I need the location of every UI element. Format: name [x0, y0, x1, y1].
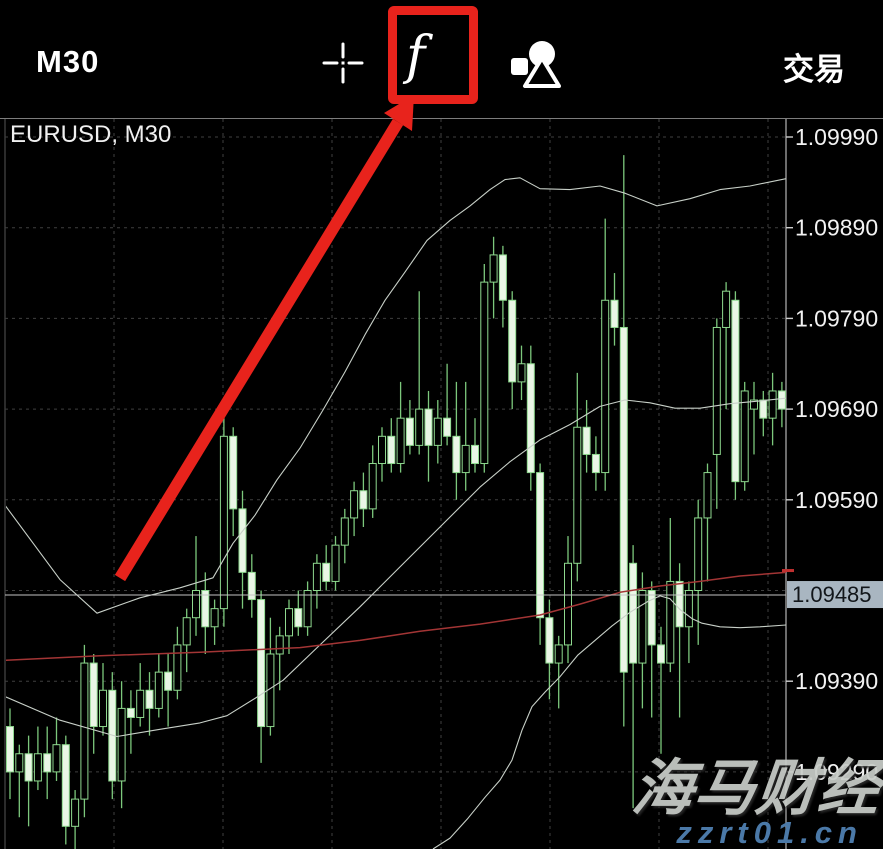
function-indicator-icon: f	[406, 26, 426, 86]
svg-text:1.09990: 1.09990	[795, 124, 878, 150]
annotation-highlight-box	[388, 6, 478, 104]
svg-text:1.09690: 1.09690	[795, 396, 878, 422]
chart-border-layer	[0, 118, 883, 849]
crosshair-button[interactable]	[320, 40, 366, 91]
svg-text:1.09890: 1.09890	[795, 215, 878, 241]
svg-text:1.09590: 1.09590	[795, 487, 878, 513]
timeframe-button[interactable]: M30	[36, 44, 100, 79]
symbol-timeframe-label: EURUSD, M30	[10, 121, 172, 148]
watermark-url: zzrt01.cn	[676, 815, 863, 849]
indicators-button[interactable]: f	[406, 30, 425, 82]
crosshair-icon	[322, 42, 364, 84]
y-axis-layer: 1.09990 1.09890 1.09790 1.09690 1.09590 1.093…	[786, 124, 878, 785]
svg-text:1.09290: 1.09290	[795, 759, 878, 785]
trade-button[interactable]: 交易	[783, 52, 845, 87]
price-line-layer: 1.09485	[5, 569, 883, 609]
svg-text:1.09390: 1.09390	[795, 668, 878, 694]
svg-text:1.09790: 1.09790	[795, 305, 878, 331]
svg-text:1.09485: 1.09485	[792, 582, 872, 607]
watermark-brand: 海马财经	[628, 754, 883, 822]
objects-icon	[511, 41, 561, 88]
objects-button[interactable]	[510, 36, 564, 97]
